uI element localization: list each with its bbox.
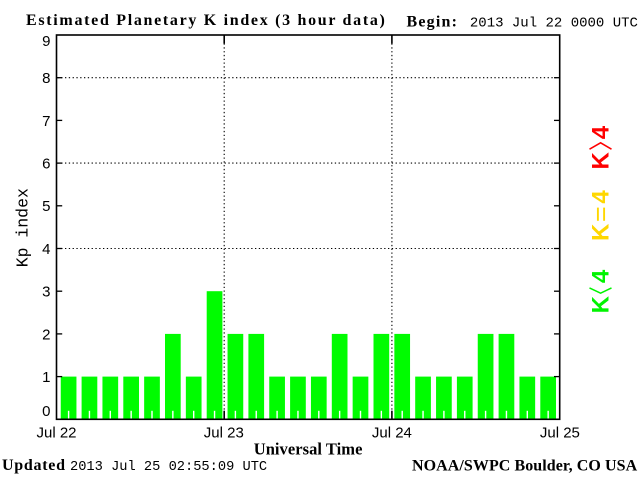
svg-text:2: 2 — [42, 326, 50, 343]
svg-text:9: 9 — [42, 33, 50, 50]
svg-text:4: 4 — [42, 241, 50, 258]
svg-text:NOAA/SWPC Boulder, CO USA: NOAA/SWPC Boulder, CO USA — [412, 458, 638, 475]
svg-text:Jul 24: Jul 24 — [372, 425, 412, 442]
svg-text:K: K — [588, 223, 615, 241]
svg-text:0: 0 — [42, 403, 50, 420]
svg-text:4: 4 — [588, 190, 615, 204]
svg-text:K: K — [588, 295, 615, 313]
svg-text:3: 3 — [42, 284, 50, 301]
svg-text:Jul 22: Jul 22 — [36, 425, 76, 442]
svg-text:2013 Jul 22 0000 UTC: 2013 Jul 22 0000 UTC — [470, 15, 638, 31]
svg-text:8: 8 — [42, 70, 50, 87]
svg-text:Kp index: Kp index — [14, 188, 33, 267]
svg-text:Estimated Planetary K index (3: Estimated Planetary K index (3 hour data… — [26, 12, 387, 29]
svg-text:Begin:: Begin: — [407, 13, 459, 30]
svg-text:Universal Time: Universal Time — [254, 440, 363, 459]
svg-text:K: K — [588, 152, 615, 170]
svg-text:4: 4 — [588, 125, 615, 139]
svg-text:6: 6 — [42, 156, 50, 173]
svg-text:Jul 25: Jul 25 — [540, 425, 580, 442]
svg-text:1: 1 — [42, 369, 50, 386]
svg-text:5: 5 — [42, 198, 50, 215]
svg-text:Jul 23: Jul 23 — [204, 425, 244, 442]
svg-text:Updated: Updated — [2, 457, 66, 474]
svg-text:4: 4 — [588, 269, 615, 283]
svg-text:7: 7 — [42, 113, 50, 130]
svg-text:2013 Jul 25 02:55:09 UTC: 2013 Jul 25 02:55:09 UTC — [70, 460, 267, 475]
